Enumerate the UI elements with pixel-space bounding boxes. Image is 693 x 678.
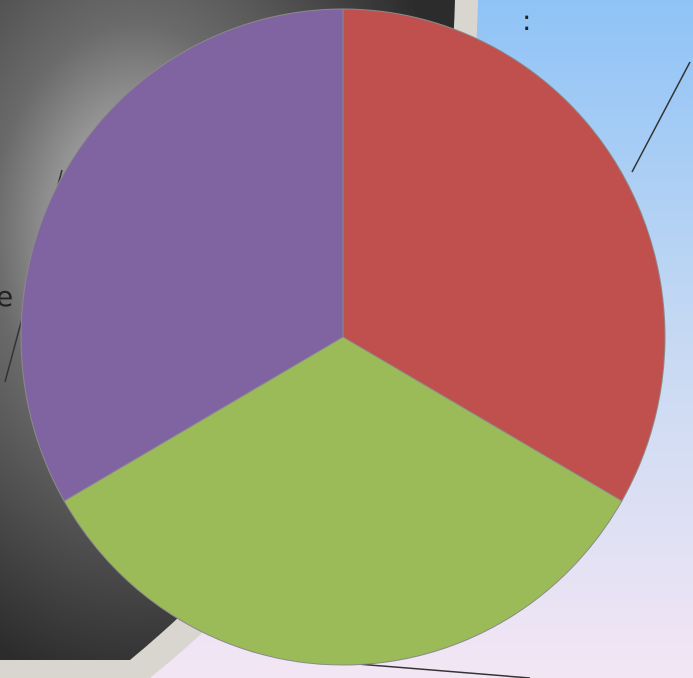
pie-slice [63,336,623,666]
annotation: e [0,280,13,313]
leader-line [344,662,531,678]
pie-slice [20,8,344,502]
pie-slice [342,8,666,502]
annotation: : [522,4,531,37]
leader-line [631,61,691,173]
pie [20,8,666,666]
